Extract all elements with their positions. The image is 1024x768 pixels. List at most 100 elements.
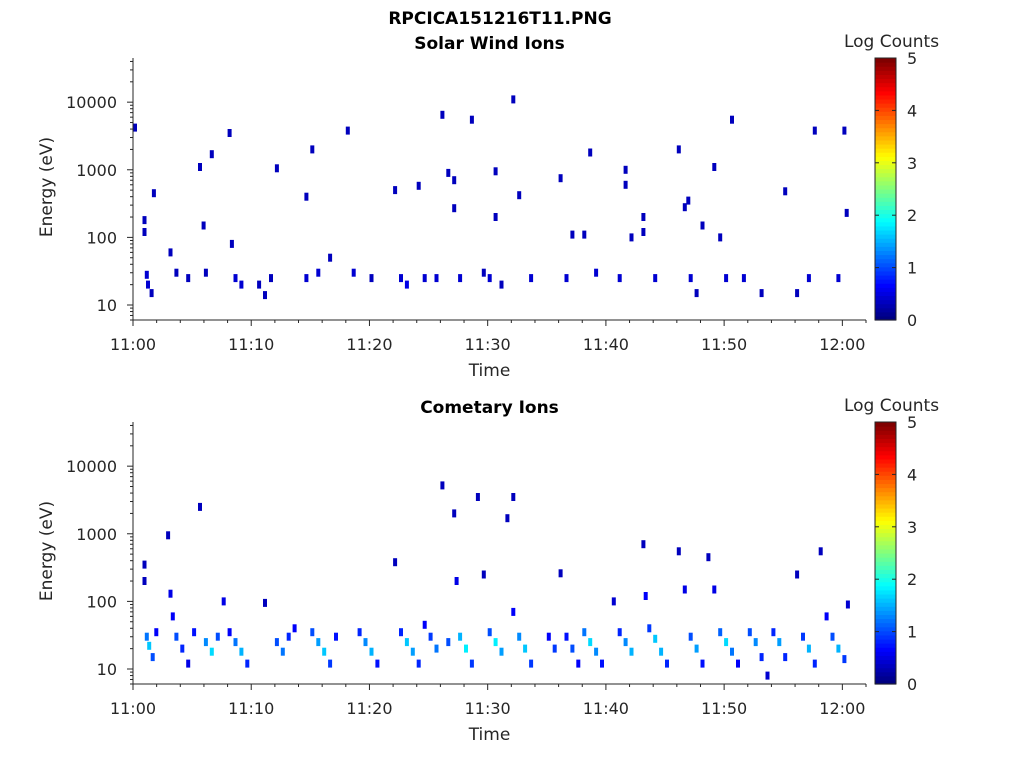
heatmap-cell	[410, 647, 415, 656]
colorbar-segment	[875, 503, 896, 509]
heatmap-cell	[357, 628, 362, 637]
colorbar-segment	[875, 471, 896, 476]
colorbar-segment	[875, 315, 896, 321]
heatmap-cell	[428, 632, 433, 641]
heatmap-cell	[422, 274, 427, 283]
colorbar-segment	[875, 446, 896, 452]
heatmap-cell	[154, 628, 159, 637]
heatmap-cell	[369, 274, 374, 283]
x-axis-label: Time	[468, 725, 511, 745]
heatmap-cell	[469, 115, 474, 124]
heatmap-cell	[263, 291, 267, 300]
heatmap-cell	[564, 632, 569, 641]
colorbar-segment	[875, 291, 896, 297]
heatmap-cell	[375, 659, 380, 668]
heatmap-cell	[452, 509, 457, 518]
x-tick-label: 11:30	[465, 699, 511, 718]
heatmap-cell	[150, 653, 155, 662]
colorbar-segment	[875, 270, 896, 276]
heatmap-cell	[149, 289, 154, 298]
heatmap-cell	[499, 280, 504, 289]
heatmap-cell	[594, 268, 599, 277]
colorbar-segment	[875, 70, 896, 75]
x-tick-label: 12:00	[819, 335, 865, 354]
colorbar-segment	[875, 201, 896, 206]
heatmap-cell	[818, 547, 823, 556]
colorbar-segment	[875, 622, 896, 628]
heatmap-cell	[505, 514, 510, 523]
heatmap-cell	[812, 126, 817, 135]
heatmap-cell	[170, 612, 175, 621]
colorbar-segment	[875, 483, 896, 489]
heatmap-cell	[700, 659, 705, 668]
heatmap-cell	[836, 274, 841, 283]
heatmap-cell	[393, 186, 398, 195]
heatmap-cell	[180, 644, 185, 653]
colorbar-segment	[875, 512, 896, 517]
heatmap-cell	[464, 644, 468, 653]
heatmap-cell	[686, 196, 691, 205]
heatmap-cell	[653, 274, 658, 283]
heatmap-cell	[517, 191, 522, 200]
heatmap-cell	[227, 129, 232, 137]
heatmap-cell	[777, 638, 782, 647]
colorbar-segment	[875, 307, 896, 313]
colorbar-segment	[875, 651, 896, 656]
heatmap-cell	[198, 502, 202, 511]
heatmap-cell	[274, 164, 279, 173]
colorbar-segment	[875, 647, 896, 652]
colorbar-label: Log Counts	[844, 396, 939, 416]
heatmap-cell	[257, 280, 262, 289]
colorbar-tick-label: 3	[907, 518, 917, 537]
colorbar-segment	[875, 426, 896, 431]
heatmap-cell	[304, 192, 309, 201]
colorbar-segment	[875, 544, 896, 550]
colorbar-segment	[875, 610, 896, 616]
heatmap-cell	[345, 126, 350, 135]
heatmap-cell	[842, 126, 847, 135]
colorbar-segment	[875, 593, 896, 599]
heatmap-cell	[759, 289, 764, 298]
colorbar-segment	[875, 205, 896, 211]
colorbar-segment	[875, 193, 896, 198]
x-tick-label: 11:00	[110, 335, 156, 354]
colorbar-segment	[875, 82, 896, 88]
heatmap-cell	[416, 181, 421, 190]
y-tick-label: 100	[86, 228, 117, 247]
colorbar-segment	[875, 242, 896, 247]
y-axis-label: Energy (eV)	[37, 501, 57, 601]
colorbar-segment	[875, 479, 896, 485]
colorbar-segment	[875, 127, 896, 133]
heatmap-cell	[316, 268, 321, 277]
colorbar-segment	[875, 569, 896, 575]
x-tick-label: 12:00	[819, 699, 865, 718]
heatmap-cell	[844, 208, 849, 217]
heatmap-cell	[558, 174, 563, 183]
colorbar-segment	[875, 246, 896, 252]
heatmap-cell	[700, 221, 705, 230]
colorbar-tick-label: 1	[907, 259, 917, 278]
colorbar-tick-label: 1	[907, 623, 917, 642]
x-tick-label: 11:30	[465, 335, 511, 354]
heatmap-cell	[434, 644, 439, 653]
heatmap-cell	[824, 612, 829, 621]
colorbar-segment	[875, 197, 896, 202]
colorbar-segment	[875, 573, 896, 579]
colorbar-segment	[875, 675, 896, 681]
heatmap-cell	[263, 598, 267, 607]
heatmap-cell	[759, 653, 764, 662]
colorbar-segment	[875, 553, 896, 558]
colorbar-segment	[875, 467, 896, 472]
heatmap-cell	[594, 647, 599, 656]
x-tick-label: 11:00	[110, 699, 156, 718]
heatmap-cell	[641, 213, 646, 221]
colorbar-segment	[875, 262, 896, 268]
heatmap-cell	[845, 600, 850, 609]
heatmap-cell	[588, 148, 593, 157]
colorbar-segment	[875, 442, 896, 448]
colorbar-segment	[875, 217, 896, 223]
heatmap-cell	[765, 671, 770, 680]
y-tick-label: 1000	[76, 525, 117, 544]
heatmap-cell	[142, 228, 147, 236]
colorbar-segment	[875, 581, 896, 587]
